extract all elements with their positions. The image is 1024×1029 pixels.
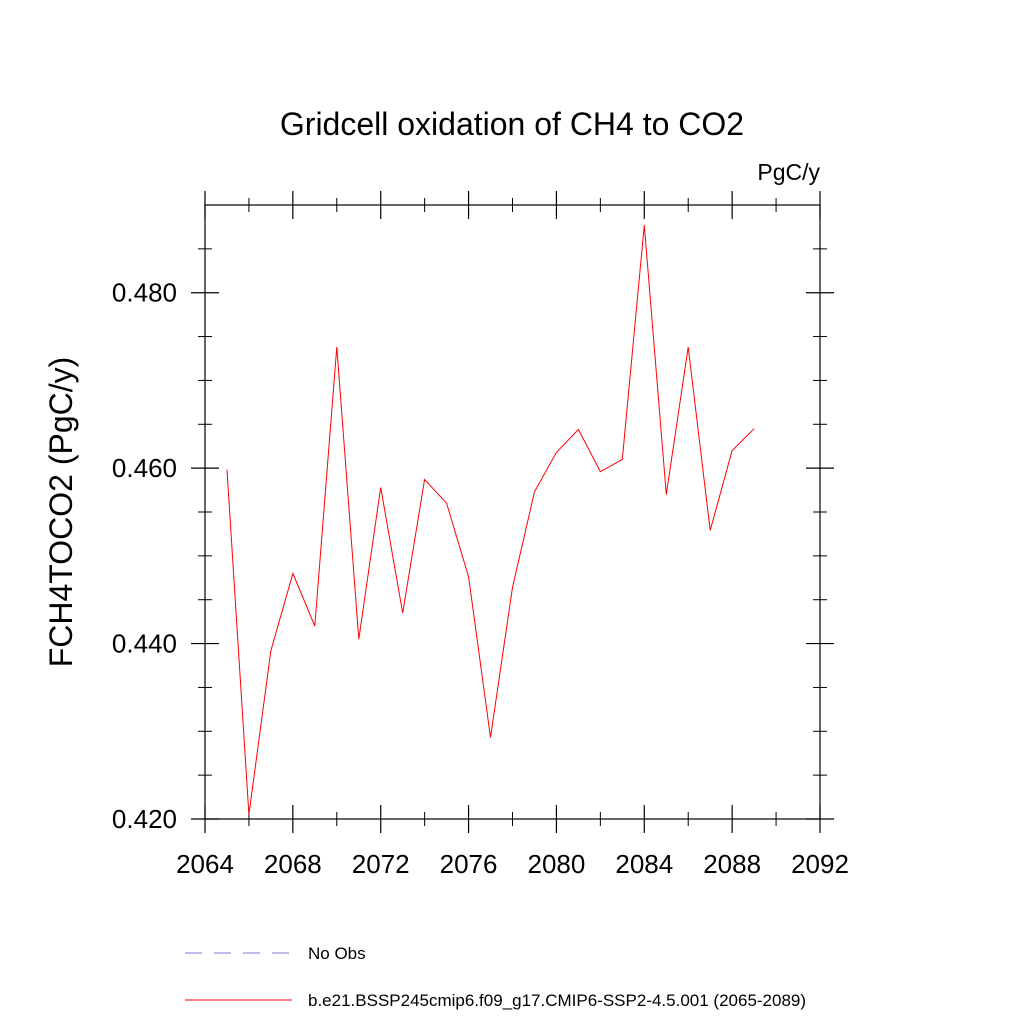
x-tick-label: 2088 bbox=[703, 849, 761, 879]
y-tick-label: 0.480 bbox=[112, 278, 177, 308]
legend-label: No Obs bbox=[308, 944, 366, 963]
x-tick-label: 2080 bbox=[528, 849, 586, 879]
axis-ticks bbox=[191, 191, 834, 833]
series-line bbox=[226, 225, 755, 815]
x-tick-label: 2064 bbox=[176, 849, 234, 879]
x-tick-label: 2068 bbox=[264, 849, 322, 879]
units-label: PgC/y bbox=[757, 159, 820, 185]
series-layer bbox=[226, 225, 755, 815]
y-tick-label: 0.420 bbox=[112, 804, 177, 834]
plot-frame bbox=[204, 204, 821, 820]
axis-tick-labels: 2064 2068 2072 2076 2080 2084 2088 2092 0.420 0.4… bbox=[112, 278, 849, 879]
legend: No Obs b.e21.BSSP245cmip6.f09_g17.CMIP6-S… bbox=[185, 944, 806, 1010]
y-tick-label: 0.440 bbox=[112, 629, 177, 659]
x-tick-label: 2084 bbox=[615, 849, 673, 879]
x-tick-label: 2072 bbox=[352, 849, 410, 879]
x-tick-label: 2076 bbox=[440, 849, 498, 879]
x-tick-label: 2092 bbox=[791, 849, 849, 879]
chart-title: Gridcell oxidation of CH4 to CO2 bbox=[280, 106, 744, 142]
y-tick-label: 0.460 bbox=[112, 453, 177, 483]
legend-label: b.e21.BSSP245cmip6.f09_g17.CMIP6-SSP2-4.… bbox=[308, 991, 806, 1010]
y-axis-label: FCH4TOCO2 (PgC/y) bbox=[43, 357, 79, 668]
